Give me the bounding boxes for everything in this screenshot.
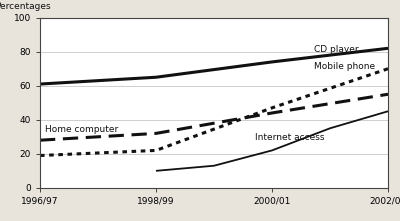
Text: CD player: CD player bbox=[314, 45, 358, 54]
Text: Percentages: Percentages bbox=[0, 2, 50, 11]
Text: Internet access: Internet access bbox=[255, 133, 324, 142]
Text: Home computer: Home computer bbox=[45, 125, 118, 134]
Text: Mobile phone: Mobile phone bbox=[314, 62, 375, 71]
